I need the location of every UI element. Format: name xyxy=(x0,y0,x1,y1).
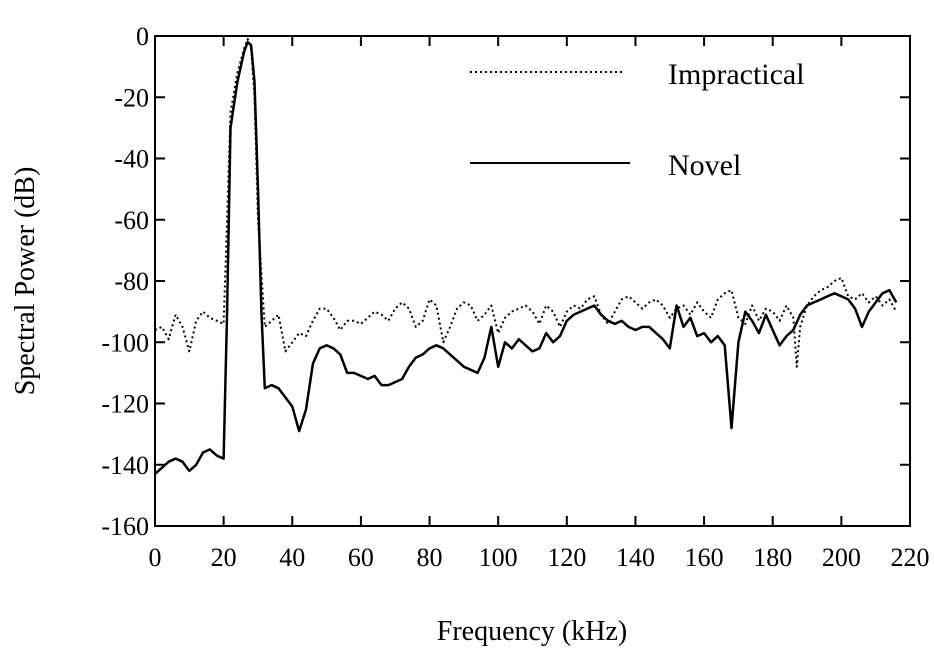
y-tick-label: -40 xyxy=(114,145,149,174)
plot-frame xyxy=(154,35,911,527)
y-tick-label: -80 xyxy=(114,267,149,296)
x-tick-label: 80 xyxy=(417,543,443,572)
x-tick-label: 20 xyxy=(211,543,237,572)
y-tick-label: -60 xyxy=(114,206,149,235)
y-tick-label: -140 xyxy=(101,451,149,480)
y-tick-label: -20 xyxy=(114,83,149,112)
x-tick-label: 140 xyxy=(616,543,655,572)
legend: Impractical Novel xyxy=(470,58,805,182)
x-tick-label: 100 xyxy=(479,543,518,572)
y-tick-label: -160 xyxy=(101,512,149,541)
x-tick-label: 120 xyxy=(547,543,586,572)
x-tick-label: 200 xyxy=(822,543,861,572)
x-axis-title: Frequency (kHz) xyxy=(437,616,627,647)
x-tick-label: 160 xyxy=(685,543,724,572)
y-axis-title: Spectral Power (dB) xyxy=(10,167,41,396)
x-tick-label: 40 xyxy=(279,543,305,572)
series-line-novel xyxy=(154,40,898,475)
legend-label-impractical: Impractical xyxy=(668,58,805,91)
series-group xyxy=(154,38,898,475)
x-tick-label: 60 xyxy=(348,543,374,572)
y-tick-label: -120 xyxy=(101,390,149,419)
x-tick-label: 0 xyxy=(149,543,162,572)
y-tick-label: 0 xyxy=(136,22,149,51)
legend-label-novel: Novel xyxy=(668,149,741,182)
axis-ticks: 0 20 40 60 80 100 120 140 160 180 200 220 0 -20 -40 -60… xyxy=(101,22,929,572)
y-tick-label: -100 xyxy=(101,328,149,357)
x-tick-label: 180 xyxy=(753,543,792,572)
x-tick-label: 220 xyxy=(891,543,930,572)
